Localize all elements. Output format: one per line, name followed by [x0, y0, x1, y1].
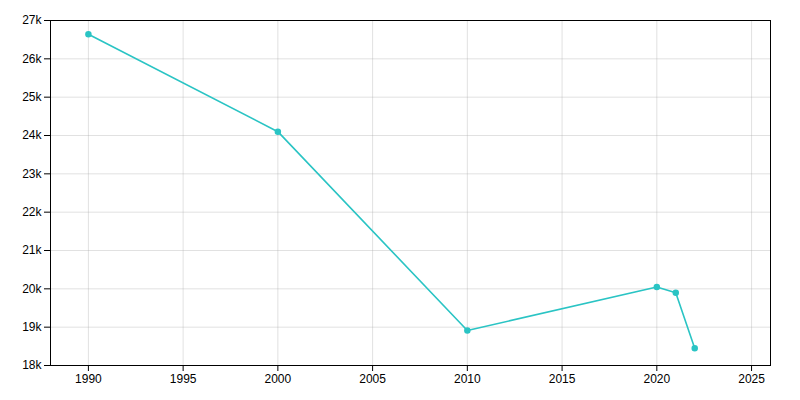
svg-text:26k: 26k — [22, 52, 42, 66]
svg-text:2005: 2005 — [359, 372, 386, 386]
svg-text:2020: 2020 — [643, 372, 670, 386]
svg-text:18k: 18k — [22, 358, 42, 372]
svg-text:2010: 2010 — [454, 372, 481, 386]
svg-text:19k: 19k — [22, 320, 42, 334]
svg-text:27k: 27k — [22, 13, 42, 27]
svg-text:20k: 20k — [22, 282, 42, 296]
svg-text:1990: 1990 — [75, 372, 102, 386]
svg-text:23k: 23k — [22, 167, 42, 181]
svg-text:21k: 21k — [22, 243, 42, 257]
svg-text:1995: 1995 — [170, 372, 197, 386]
svg-text:2000: 2000 — [265, 372, 292, 386]
svg-text:22k: 22k — [22, 205, 42, 219]
svg-text:25k: 25k — [22, 90, 42, 104]
svg-text:24k: 24k — [22, 128, 42, 142]
svg-text:2025: 2025 — [738, 372, 765, 386]
svg-text:2015: 2015 — [549, 372, 576, 386]
